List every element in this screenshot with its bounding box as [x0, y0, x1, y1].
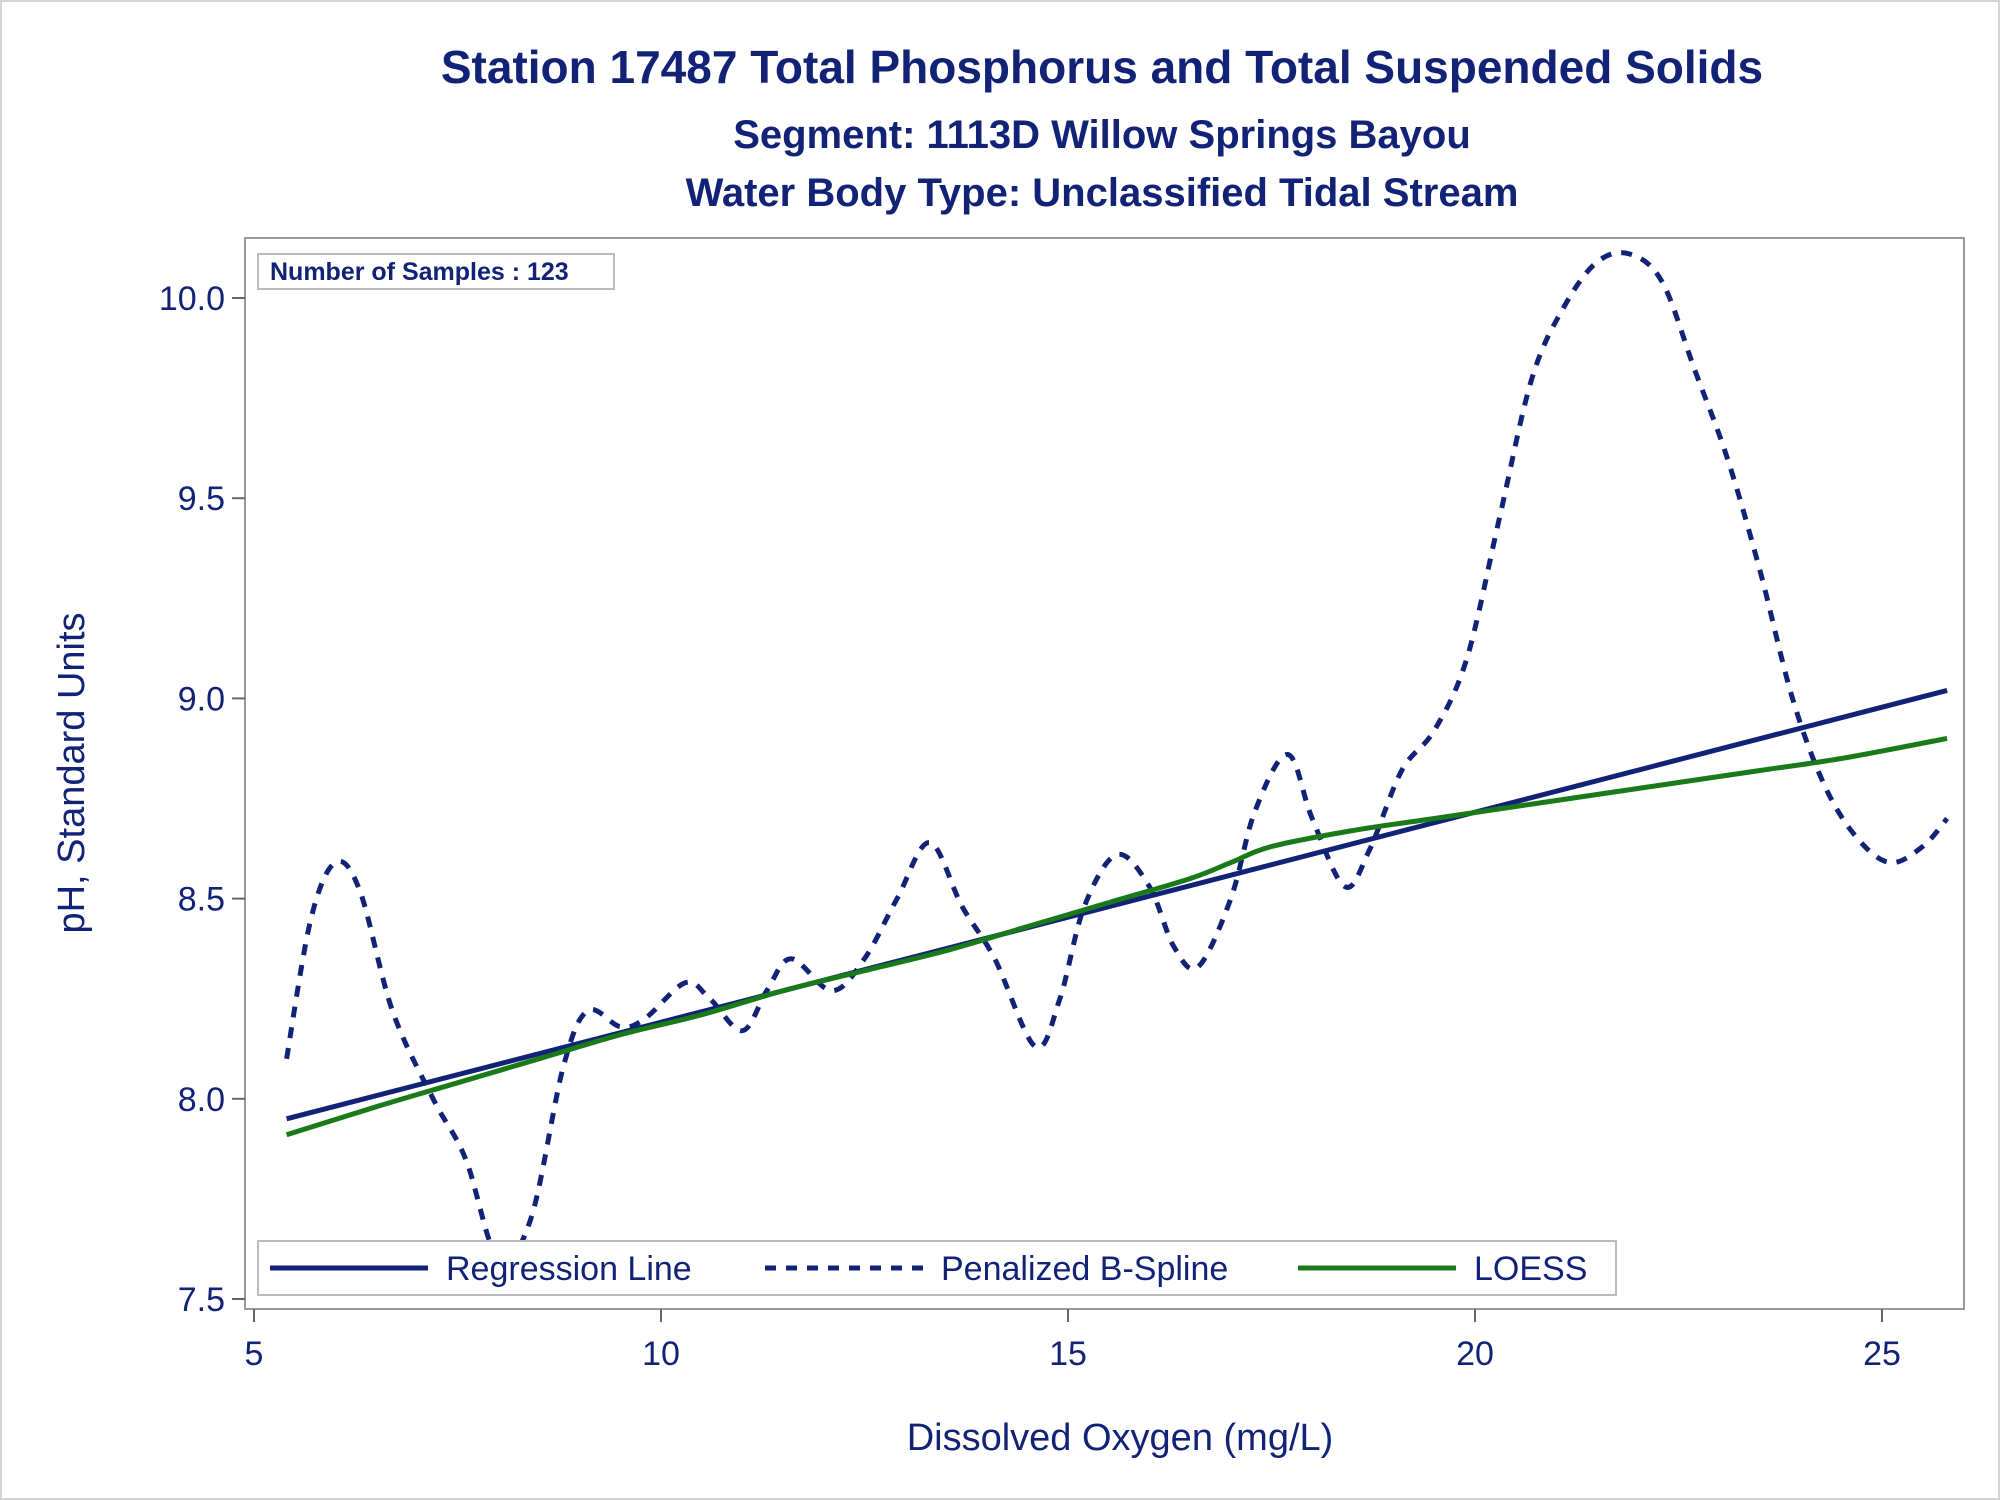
y-tick-label: 7.5 [178, 1281, 225, 1319]
chart-subtitle: Segment: 1113D Willow Springs Bayou [733, 113, 1471, 157]
legend-label-loess: LOESS [1474, 1250, 1587, 1288]
y-tick-label: 10.0 [159, 280, 225, 318]
y-tick-label: 9.5 [178, 480, 225, 518]
y-axis-label: pH, Standard Units [51, 612, 93, 933]
y-tick-label: 9.0 [178, 680, 225, 718]
sample-count-box [257, 253, 615, 290]
series-penalized-b-spline-line [284, 250, 1950, 1265]
legend-box [257, 1240, 1617, 1296]
y-tick-label: 8.5 [178, 881, 225, 919]
x-tick-label: 20 [1456, 1335, 1494, 1373]
x-tick-label: 5 [245, 1335, 264, 1373]
series-regression-line-line [285, 687, 1948, 1122]
series-loess-line [285, 735, 1948, 1138]
sample-count-annotation: Number of Samples : 123 [270, 258, 569, 286]
legend-label-penalized-b-spline: Penalized B-Spline [941, 1250, 1228, 1288]
chart-title: Station 17487 Total Phosphorus and Total… [441, 41, 1763, 93]
legend: Regression Line Penalized B-Spline LOESS [257, 1240, 1617, 1296]
y-tick-label: 8.0 [178, 1081, 225, 1119]
x-tick-label: 25 [1863, 1335, 1901, 1373]
x-tick-label: 15 [1049, 1335, 1087, 1373]
x-axis-label: Dissolved Oxygen (mg/L) [907, 1417, 1334, 1459]
x-tick-label: 10 [642, 1335, 680, 1373]
chart-subtitle-2: Water Body Type: Unclassified Tidal Stre… [686, 171, 1519, 215]
plot-area [244, 237, 1965, 1310]
legend-label-regression-line: Regression Line [446, 1250, 692, 1288]
